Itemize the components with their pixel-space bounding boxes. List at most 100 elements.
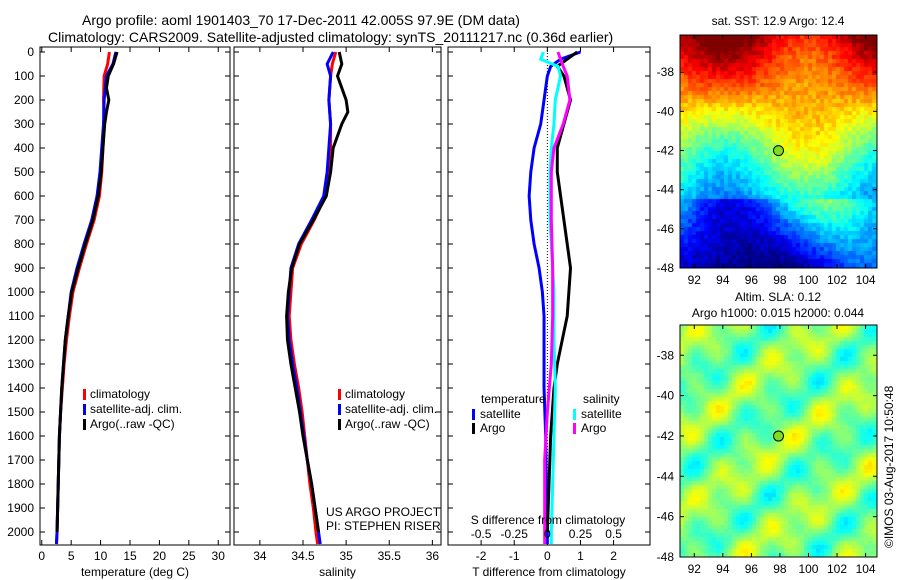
legend-swatch — [83, 419, 86, 430]
sst-map-frame — [679, 34, 878, 269]
y-tick-label: 800 — [14, 237, 34, 251]
argo-location-marker — [773, 430, 784, 442]
legend-label: satellite — [581, 407, 622, 421]
x-tick-label: 25 — [182, 549, 196, 563]
x-tick-label: 15 — [123, 549, 137, 563]
sla-map-title-1: Altim. SLA: 0.12 — [735, 290, 821, 304]
title-line-1: Argo profile: aoml 1901403_70 17-Dec-201… — [82, 12, 520, 28]
y-tick-label: 1500 — [7, 405, 34, 419]
map-y-tick-label: -42 — [657, 144, 675, 158]
x-tick-label: 2 — [610, 549, 617, 563]
y-tick-label: 1600 — [7, 429, 34, 443]
legend-swatch — [338, 389, 341, 400]
y-tick-label: 500 — [14, 165, 34, 179]
map-y-tick-label: -44 — [657, 183, 675, 197]
x-tick-label: -1 — [509, 549, 520, 563]
x2-tick-label: 0.5 — [605, 527, 622, 541]
map-y-tick-label: -42 — [657, 429, 675, 443]
y-tick-label: 1700 — [7, 453, 34, 467]
map-x-tick-label: 104 — [856, 273, 876, 287]
x-tick-label: 20 — [153, 549, 167, 563]
legend-label: satellite-adj. clim. — [90, 402, 182, 416]
x-tick-label: 0 — [38, 549, 45, 563]
map-y-tick-label: -46 — [657, 510, 675, 524]
legend-swatch — [573, 423, 576, 434]
map-x-tick-label: 102 — [827, 562, 847, 576]
x-axis-label: T difference from climatology — [472, 565, 626, 579]
legend-label: Argo(..raw -QC) — [90, 417, 175, 431]
map-y-tick-label: -46 — [657, 222, 675, 236]
x-tick-label: 35.5 — [378, 549, 402, 563]
legend-label: climatology — [345, 387, 405, 401]
diff-line-s-argo — [543, 51, 572, 544]
y-tick-label: 300 — [14, 117, 34, 131]
map-x-tick-label: 102 — [827, 273, 847, 287]
legend-label: satellite-adj. clim. — [345, 402, 437, 416]
panel-frame-salinity — [233, 46, 442, 546]
y-tick-label: 1300 — [7, 357, 34, 371]
panel-frame-temperature — [39, 46, 231, 546]
x2-tick-label: -0.25 — [501, 527, 529, 541]
y-tick-label: 400 — [14, 141, 34, 155]
profile-line-argo-raw-qc- — [285, 51, 350, 533]
x-tick-label: 34 — [253, 549, 267, 563]
legend-swatch — [83, 404, 86, 415]
title-line-2: Climatology: CARS2009. Satellite-adjuste… — [48, 29, 614, 45]
map-y-tick-label: -38 — [657, 65, 675, 79]
annotation: US ARGO PROJECT — [326, 505, 441, 519]
x-tick-label: 30 — [212, 549, 226, 563]
y-tick-label: 900 — [14, 261, 34, 275]
x-tick-label: 5 — [68, 549, 75, 563]
profile-line-climatology — [54, 51, 111, 545]
map-x-tick-label: 100 — [798, 562, 818, 576]
x-tick-label: 35 — [339, 549, 353, 563]
map-x-tick-label: 94 — [716, 273, 730, 287]
map-y-tick-label: -48 — [657, 550, 675, 564]
map-x-tick-label: 92 — [688, 273, 702, 287]
y-tick-label: 1100 — [8, 309, 34, 323]
map-y-tick-label: -38 — [657, 348, 675, 362]
profile-line-satellite-adj-clim- — [54, 51, 118, 545]
profile-line-climatology — [287, 51, 338, 545]
sla-map-frame — [679, 324, 878, 558]
y-tick-label: 1400 — [7, 381, 34, 395]
y-tick-label: 0 — [27, 45, 34, 59]
map-y-tick-label: -44 — [657, 469, 675, 483]
argo-location-marker — [773, 145, 784, 157]
legend-swatch — [472, 423, 475, 434]
y-tick-label: 2000 — [7, 525, 34, 539]
legend-header: salinity — [583, 392, 620, 406]
legend-swatch — [573, 409, 576, 420]
x-tick-label: 0 — [544, 549, 551, 563]
y-tick-label: 1000 — [7, 285, 34, 299]
y-tick-label: 100 — [14, 69, 34, 83]
y-tick-label: 600 — [14, 189, 34, 203]
x2-axis-label: S difference from climatology — [471, 513, 626, 527]
sst-map-title: sat. SST: 12.9 Argo: 12.4 — [712, 14, 845, 28]
map-x-tick-label: 96 — [745, 562, 759, 576]
y-tick-label: 1200 — [7, 333, 34, 347]
legend-swatch — [338, 419, 341, 430]
x-axis-label: salinity — [319, 565, 356, 579]
y-tick-label: 1900 — [7, 501, 34, 515]
x-axis-label: temperature (deg C) — [81, 565, 189, 579]
legend-label: climatology — [90, 387, 150, 401]
legend-label: satellite — [480, 407, 521, 421]
map-x-tick-label: 98 — [773, 273, 787, 287]
y-tick-label: 700 — [14, 213, 34, 227]
y-tick-label: 1800 — [7, 477, 34, 491]
annotation: PI: STEPHEN RISER — [326, 519, 441, 533]
map-x-tick-label: 100 — [798, 273, 818, 287]
map-y-tick-label: -48 — [657, 261, 675, 275]
map-x-tick-label: 104 — [856, 562, 876, 576]
x-tick-label: 34.5 — [291, 549, 315, 563]
legend-swatch — [83, 389, 86, 400]
map-x-tick-label: 96 — [745, 273, 759, 287]
legend-label: Argo — [480, 421, 506, 435]
x-tick-label: 1 — [577, 549, 584, 563]
x-tick-label: 36 — [426, 549, 440, 563]
profile-line-argo-raw-qc- — [55, 51, 119, 533]
legend-header: temperature — [481, 392, 546, 406]
